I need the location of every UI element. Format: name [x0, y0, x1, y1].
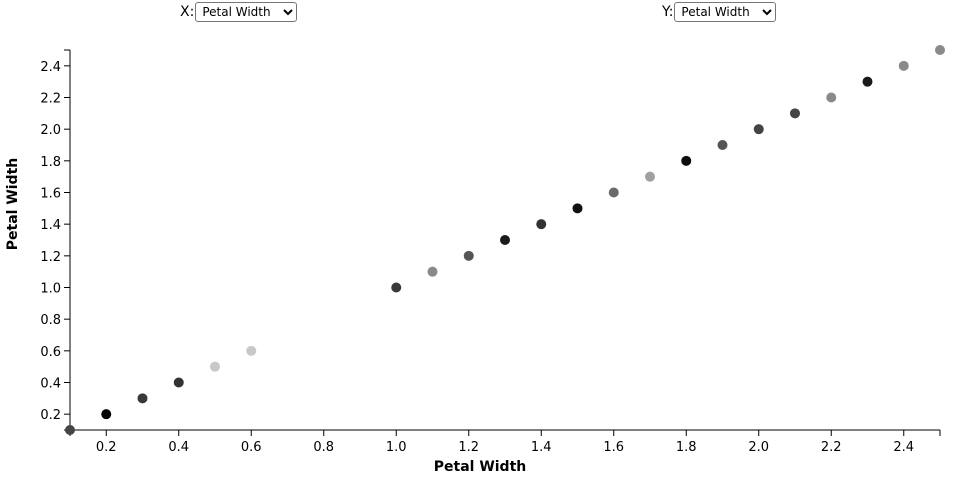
data-point: [536, 219, 547, 230]
x-tick-label: 2.4: [893, 440, 914, 455]
data-point: [391, 282, 402, 293]
x-tick-label: 0.4: [168, 440, 189, 455]
data-point: [427, 266, 438, 277]
data-point: [65, 425, 75, 435]
y-tick-label: 1.0: [40, 282, 61, 297]
data-point: [463, 250, 474, 261]
x-tick-label: 2.0: [748, 440, 769, 455]
data-point: [753, 124, 764, 135]
data-point: [572, 203, 583, 214]
y-tick-label: 1.2: [40, 250, 61, 265]
y-axis-control: Y: Petal Width: [662, 2, 777, 22]
y-axis-title: Petal Width: [5, 158, 21, 251]
data-point: [101, 409, 112, 420]
data-point: [645, 171, 655, 182]
data-point: [862, 76, 873, 87]
x-tick-label: 1.8: [676, 440, 697, 455]
y-tick-label: 0.4: [40, 377, 61, 392]
y-tick-label: 2.2: [40, 92, 61, 107]
data-point: [137, 393, 148, 404]
data-point: [173, 377, 184, 388]
x-axis-select[interactable]: Petal Width: [195, 2, 298, 22]
y-tick-label: 1.6: [40, 187, 61, 202]
x-tick-label: 1.0: [386, 440, 407, 455]
y-axis-select-label: Y:: [662, 4, 674, 20]
data-point: [681, 155, 692, 166]
x-axis-select-label: X:: [180, 4, 195, 20]
y-tick-label: 1.8: [40, 155, 61, 170]
x-axis-title: Petal Width: [434, 459, 527, 475]
data-point: [717, 140, 728, 150]
y-tick-label: 2.4: [40, 60, 61, 75]
x-axis-control: X: Petal Width: [180, 2, 298, 22]
data-points: [65, 45, 945, 435]
x-tick-label: 0.6: [241, 440, 262, 455]
data-point: [608, 187, 619, 198]
x-tick-label: 2.2: [821, 440, 842, 455]
y-axis-select[interactable]: Petal Width: [674, 2, 777, 22]
x-tick-label: 0.8: [313, 440, 334, 455]
data-point: [246, 345, 257, 356]
data-point: [790, 108, 800, 119]
x-tick-label: 1.4: [531, 440, 552, 455]
y-tick-label: 0.2: [40, 408, 61, 423]
y-tick-label: 0.6: [40, 345, 61, 360]
x-tick-label: 1.6: [603, 440, 624, 455]
data-point: [898, 60, 909, 71]
data-point: [935, 45, 945, 55]
data-point: [210, 361, 220, 372]
x-tick-label: 1.2: [458, 440, 479, 455]
y-tick-label: 0.8: [40, 313, 61, 328]
y-axis: 0.2 0.4 0.6 0.8 1.0 1.2 1.4 1.6 1.8 2.0 2.2 2.4: [40, 49, 71, 431]
data-point: [826, 92, 837, 103]
data-point: [500, 235, 510, 245]
x-axis: 0.2 0.4 0.6 0.8 1.0 1.2 1.4 1.6 1.8 2.0 2.2 2.4: [69, 429, 941, 455]
y-tick-label: 2.0: [40, 123, 61, 138]
x-tick-label: 0.2: [96, 440, 117, 455]
y-tick-label: 1.4: [40, 218, 61, 233]
